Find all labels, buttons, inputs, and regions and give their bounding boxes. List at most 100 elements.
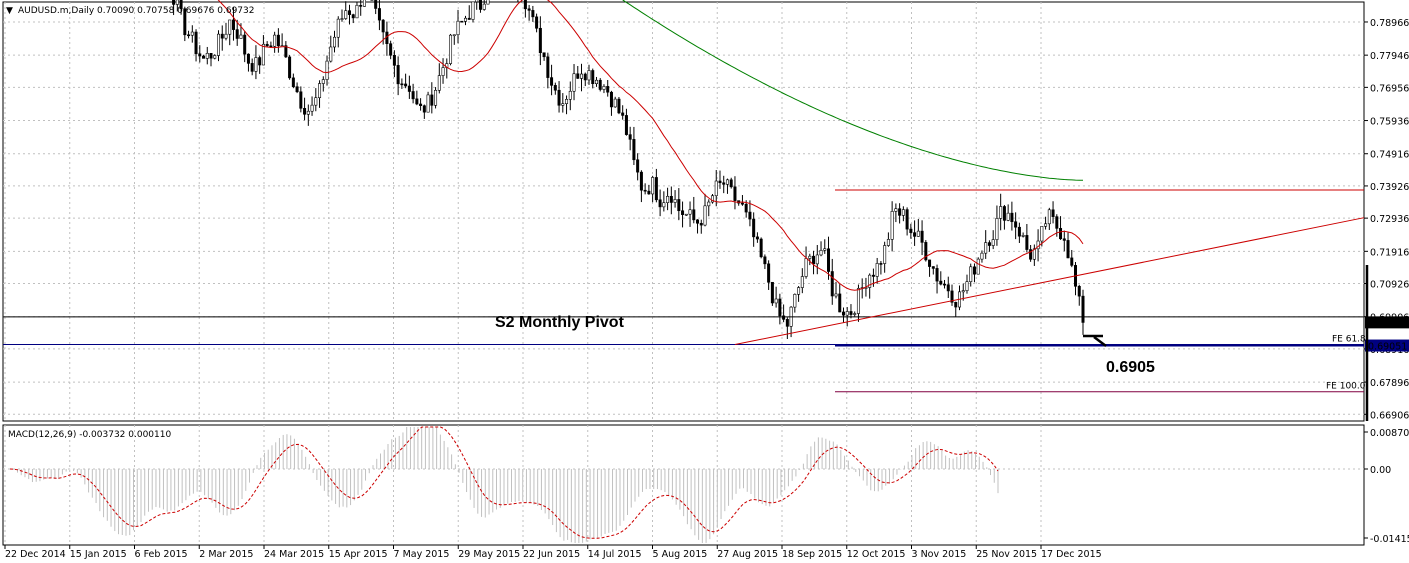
candle-body (853, 313, 857, 315)
candle-body (946, 284, 950, 292)
date-tick-label: 24 Mar 2015 (264, 549, 324, 560)
target-arrow (1083, 334, 1107, 347)
price-tick-label: 0.71916 (1370, 247, 1409, 258)
support-price-tag-label: 0.69051 (1368, 342, 1407, 353)
candle-body (546, 56, 550, 78)
candle-body (202, 55, 206, 59)
candle-body (291, 77, 295, 88)
candle-body (434, 89, 438, 106)
candle-body (725, 179, 729, 185)
candle-body (939, 280, 943, 285)
candle-body (183, 8, 187, 36)
candle-body (1047, 209, 1051, 225)
candle-body (696, 219, 700, 224)
candle-body (916, 230, 920, 237)
candle-body (621, 112, 625, 116)
candle-body (336, 18, 340, 38)
candle-body (1021, 235, 1025, 237)
date-axis: 22 Dec 2014 15 Jan 2015 6 Feb 2015 2 Mar 20… (4, 545, 1102, 560)
candle-body (1017, 226, 1021, 237)
candle-body (819, 250, 823, 256)
candle-body (804, 258, 808, 277)
date-tick-label: 2 Mar 2015 (199, 549, 253, 560)
candle-body (965, 281, 969, 291)
fast-ma-line (217, 0, 1084, 291)
candle-body (894, 208, 898, 212)
candle-body (310, 104, 314, 112)
candle-body (172, 0, 176, 5)
candle-body (913, 232, 917, 237)
candle-body (793, 294, 797, 308)
candle-body (441, 67, 445, 76)
candle-body (407, 85, 411, 92)
candle-body (718, 180, 722, 184)
candle-body (928, 259, 932, 267)
slow-ma-line (622, 0, 1084, 181)
price-tick-label: 0.78966 (1370, 18, 1409, 29)
candle-body (1040, 225, 1044, 242)
candle-body (752, 218, 756, 238)
candle-body (235, 29, 239, 39)
candle-body (572, 73, 576, 92)
candle-body (580, 73, 584, 79)
candle-body (523, 0, 527, 10)
fe-100-label: FE 100.0 (1326, 382, 1366, 392)
candle-body (980, 252, 984, 260)
candle-body (1077, 285, 1081, 297)
candle-body (744, 203, 748, 213)
candle-body (565, 99, 569, 104)
candle-body (205, 52, 209, 59)
candle-body (1059, 228, 1063, 240)
candle-body (931, 266, 935, 269)
candle-body (475, 0, 479, 3)
candle-body (1014, 221, 1018, 228)
candle-body (377, 8, 381, 21)
price-tick-label: 0.66906 (1370, 410, 1409, 421)
candle-body (868, 274, 872, 288)
candle-body (909, 228, 913, 233)
candle-body (471, 1, 475, 20)
candle-body (1081, 295, 1085, 323)
candle-body (681, 210, 685, 215)
candle-body (658, 199, 662, 208)
candle-body (426, 94, 430, 113)
candle-body (845, 311, 849, 316)
candle-body (1044, 223, 1048, 227)
date-tick-label: 18 Sep 2015 (782, 549, 842, 560)
candle-body (688, 209, 692, 215)
date-tick-label: 15 Apr 2015 (329, 549, 388, 560)
candle-body (411, 91, 415, 100)
candle-body (651, 177, 655, 195)
candle-body (306, 110, 310, 115)
candle-body (774, 298, 778, 304)
candle-body (602, 86, 606, 90)
date-tick-label: 12 Oct 2015 (847, 549, 906, 560)
candle-body (437, 75, 441, 91)
candle-body (841, 311, 845, 316)
date-tick-label: 15 Jan 2015 (70, 549, 127, 560)
price-tick-label: 0.73926 (1370, 182, 1409, 193)
candle-body (269, 45, 273, 48)
price-tick-label: 0.75936 (1370, 117, 1409, 128)
candle-body (1032, 248, 1036, 260)
macd-tick-label: -0.014151 (1370, 534, 1409, 545)
current-price-tag (1365, 316, 1409, 329)
date-tick-label: 6 Feb 2015 (135, 549, 188, 560)
candle-body (550, 77, 554, 86)
macd-signal-line (9, 426, 999, 539)
candle-body (452, 34, 456, 37)
candle-body (1025, 235, 1029, 250)
candle-body (943, 283, 947, 286)
candle-body (778, 298, 782, 317)
candle-body (647, 190, 651, 195)
price-tick-label: 0.70926 (1370, 280, 1409, 291)
candle-body (187, 34, 191, 37)
candle-body (935, 268, 939, 282)
macd-tick-label: 0.008706 (1370, 428, 1409, 439)
candle-body (740, 202, 744, 205)
candle-body (703, 205, 707, 226)
candle-body (1055, 216, 1059, 229)
candle-body (179, 0, 183, 10)
candle-body (362, 0, 366, 7)
candle-body (669, 195, 673, 203)
